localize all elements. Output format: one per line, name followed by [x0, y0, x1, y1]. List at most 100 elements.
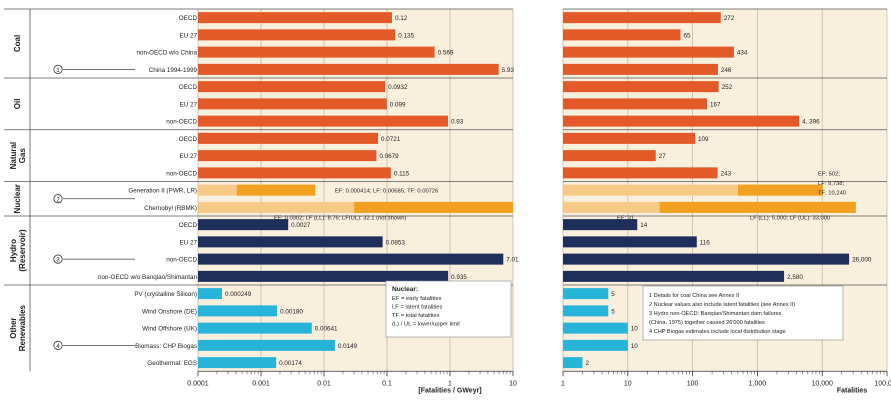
group-label-coal: Coal	[13, 35, 22, 52]
group-label-word: Other	[9, 317, 18, 338]
right-tick-label: 100,000	[874, 380, 891, 387]
group-label-word: Hydro	[9, 239, 18, 262]
right-x-axis-label: Fatalities	[837, 387, 867, 394]
category-label: OECD	[179, 15, 198, 22]
left-bar-value-label: 0.93	[451, 119, 464, 126]
category-label: Chernobyl (RBMK)	[144, 205, 197, 212]
right-bar-value-label: 109	[698, 136, 709, 143]
left-tick-label: 10	[509, 380, 517, 387]
right-bar	[563, 339, 628, 351]
left-bar-value-label: 0.0853	[386, 239, 406, 246]
right-bar-value-label: 2	[586, 360, 590, 367]
left-tick-label: 0.1	[382, 380, 392, 387]
right-bar	[563, 29, 681, 41]
right-bar	[563, 98, 708, 110]
nuclear-legend-line: TF = total fatalities	[392, 313, 440, 319]
right-bar	[563, 270, 785, 282]
footnotes-line: 1 Details for coal China see Annex II	[649, 293, 740, 299]
right-bar	[563, 46, 734, 58]
right-bar	[563, 288, 609, 300]
footnote-marker-circle	[53, 64, 63, 74]
category-label: EU 27	[179, 153, 197, 160]
category-label: non-OECD	[166, 170, 197, 177]
right-bar-value-label: 5	[611, 291, 615, 298]
left-x-axis-label: [Fatalities / GWeyr]	[418, 387, 481, 394]
left-nuclear-annotation: EF: 0.000414; LF: 0.00685; TF: 0.00726	[335, 189, 438, 195]
right-bar	[563, 81, 719, 93]
left-bar	[198, 357, 277, 369]
left-bar-value-label: 0.569	[438, 50, 454, 57]
left-bar	[198, 132, 379, 144]
left-bar-value-label: 0.135	[398, 32, 414, 39]
right-nuclear-annotation: TF: 10,240	[818, 190, 846, 196]
left-nuclear-annotation: EF: 0.0302; LF (LL): 8.76; LF(UL): 32.1 …	[274, 215, 406, 221]
left-tick-label: 0.0001	[187, 380, 209, 387]
right-nuclear-latent-bar	[738, 184, 823, 196]
left-tick-label: 0.01	[317, 380, 331, 387]
category-label: non-OECD w/o Banqiao/Shimantan	[98, 274, 198, 281]
left-bar-value-label: 0.000249	[225, 291, 252, 298]
footnotes-line: 2 Nuclear values also include latent fat…	[649, 302, 795, 308]
group-label-oil: Oil	[13, 99, 22, 110]
category-label: Generation II (PWR, LR)	[128, 188, 197, 195]
left-bar-value-label: 0.00641	[315, 326, 338, 333]
right-tick-label: 100	[687, 380, 699, 387]
footnote-marker-number: 1	[56, 68, 60, 74]
right-tick-label: 10,000	[811, 380, 833, 387]
left-bar	[198, 98, 387, 110]
footnotes-box	[642, 285, 844, 341]
category-label: non-OECD	[166, 257, 197, 264]
left-bar	[198, 150, 377, 162]
right-bar-value-label: 26,000	[852, 257, 872, 264]
right-bar	[563, 150, 656, 162]
right-nuclear-annotation: LF (LL): 5,000; LF (UL): 33,000	[750, 215, 830, 221]
category-label: non-OECD	[166, 119, 197, 126]
category-label: EU 27	[179, 101, 197, 108]
category-label: OECD	[179, 222, 198, 229]
left-nuclear-latent-bar	[236, 184, 316, 196]
left-bar	[198, 115, 449, 127]
category-label: EU 27	[179, 32, 197, 39]
footnote-marker-number: 4	[56, 344, 60, 350]
left-bar-value-label: 0.0027	[291, 222, 311, 229]
group-label-hydro: Hydro(Reservoir)	[9, 229, 27, 272]
left-bar-value-label: 0.00180	[280, 308, 303, 315]
left-bar-value-label: 0.0149	[338, 343, 358, 350]
category-label: Biomass: CHP Biogas	[135, 343, 197, 350]
left-bar-value-label: 5.93	[502, 67, 515, 74]
right-tick-label: 1	[561, 380, 565, 387]
left-bar-value-label: 0.0721	[381, 136, 401, 143]
left-bar-value-label: 0.099	[390, 101, 406, 108]
left-tick-label: 1	[448, 380, 452, 387]
category-label: Wind Onshore (DE)	[142, 308, 197, 315]
group-label-nuclear: Nuclear	[13, 184, 22, 213]
group-label-word: Renewables	[18, 304, 27, 351]
right-bar-value-label: 65	[683, 32, 691, 39]
right-bar	[563, 236, 697, 248]
right-bar	[563, 12, 721, 24]
left-bar	[198, 81, 386, 93]
right-bar-value-label: 243	[721, 170, 732, 177]
left-bar	[198, 322, 312, 334]
group-label-word: Gas	[18, 148, 27, 164]
nuclear-legend-title: Nuclear:	[392, 286, 418, 293]
right-bar-value-label: 27	[659, 153, 667, 160]
right-nuclear-annotation: LF: 9,738;	[818, 181, 844, 187]
left-bar	[198, 29, 396, 41]
category-label: OECD	[179, 84, 198, 91]
left-bar-value-label: 0.0679	[379, 153, 399, 160]
right-bar	[563, 132, 696, 144]
category-label: non-OECD w/o China	[136, 50, 197, 57]
right-bar	[563, 322, 628, 334]
category-label: China 1994-1999	[149, 67, 198, 74]
left-bar	[198, 253, 504, 265]
left-tick-label: 0.001	[252, 380, 270, 387]
left-bar	[198, 167, 391, 179]
nuclear-legend-box	[385, 280, 512, 338]
category-label: Wind Offshore (UK)	[142, 326, 197, 333]
left-bar	[198, 339, 335, 351]
group-label-renew: OtherRenewables	[9, 304, 27, 351]
right-tick-label: 10	[624, 380, 632, 387]
